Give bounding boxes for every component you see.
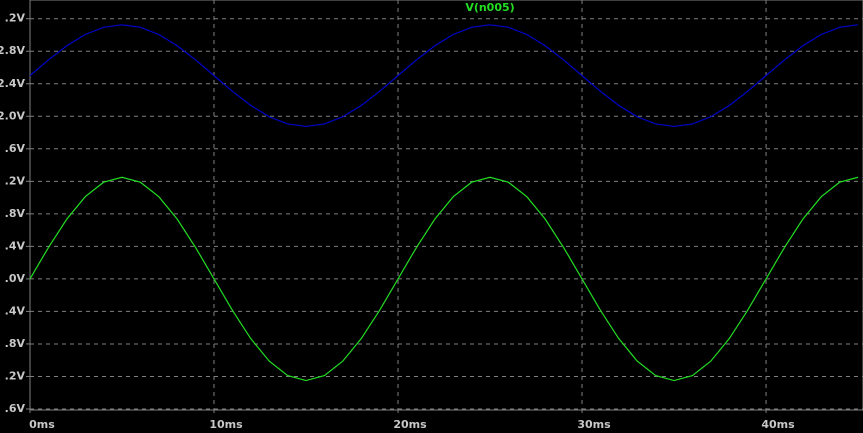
y-tick-label: .2V (5, 369, 26, 382)
x-tick-label: 40ms (761, 418, 795, 431)
trace (29, 176, 859, 382)
y-tick-label: .0V (5, 272, 26, 285)
y-tick-label: 2.8V (0, 44, 25, 57)
x-tick-label: 10ms (209, 418, 243, 431)
y-tick-label: 2.0V (0, 109, 25, 122)
y-tick-label: .8V (5, 337, 26, 350)
y-tick-label: .2V (5, 174, 26, 187)
y-tick-label: .6V (5, 402, 26, 415)
y-tick-label: .4V (5, 239, 26, 252)
plot-frame (29, 0, 863, 411)
x-tick-label: 30ms (577, 418, 611, 431)
trace-title[interactable]: V(n005) (465, 1, 514, 14)
y-tick-label: .2V (5, 12, 26, 25)
x-tick-label: 0ms (29, 418, 55, 431)
trace (29, 24, 859, 128)
y-tick-label: 2.4V (0, 77, 25, 90)
y-tick-label: .8V (5, 207, 26, 220)
y-tick-label: .6V (5, 142, 26, 155)
y-tick-label: .4V (5, 304, 26, 317)
x-tick-label: 20ms (393, 418, 427, 431)
